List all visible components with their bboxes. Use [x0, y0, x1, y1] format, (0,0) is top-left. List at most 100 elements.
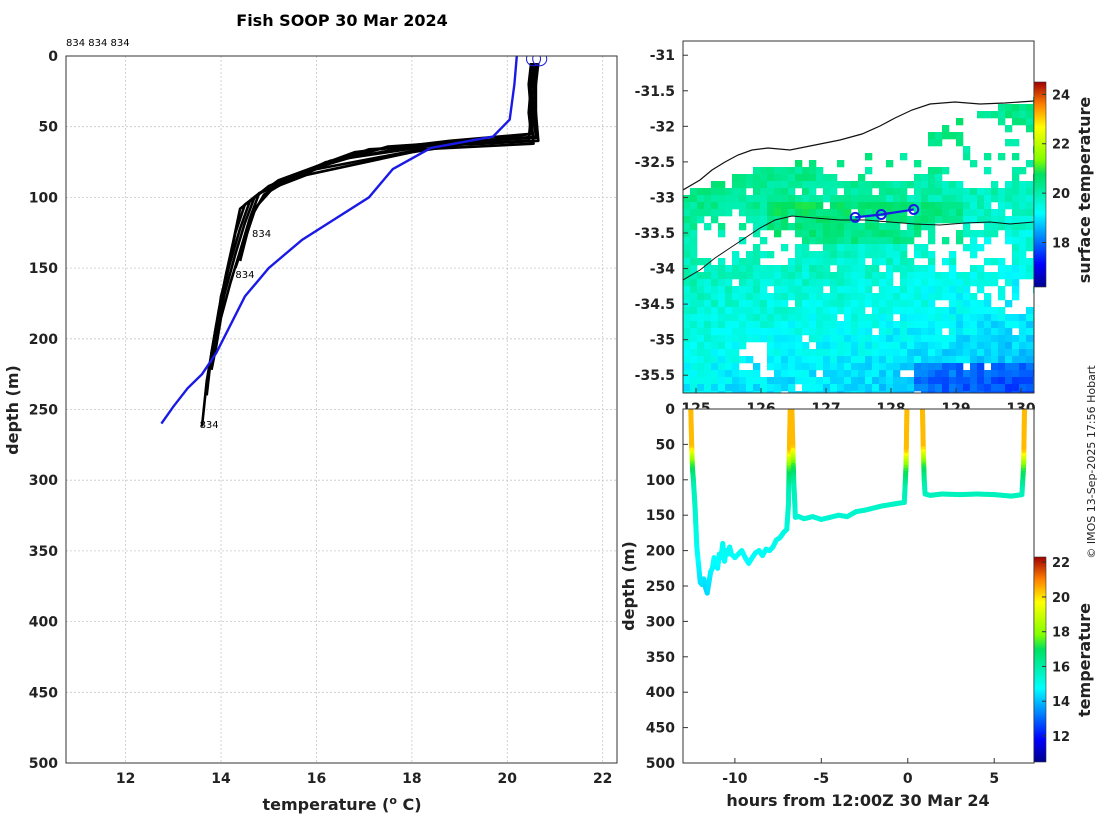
sst-pixel: [844, 321, 852, 329]
sst-pixel: [795, 251, 803, 259]
sst-pixel: [1005, 188, 1013, 196]
sst-pixel: [1012, 391, 1020, 393]
sst-pixel: [725, 335, 733, 343]
sst-pixel: [732, 307, 740, 315]
sst-pixel: [865, 349, 873, 357]
sst-pixel: [886, 202, 894, 210]
sst-pixel: [739, 209, 747, 217]
sst-pixel: [690, 384, 698, 392]
sst-pixel: [886, 328, 894, 336]
sst-pixel: [991, 370, 999, 378]
sst-pixel: [725, 265, 733, 273]
sst-pixel: [718, 356, 726, 364]
sst-pixel: [851, 370, 859, 378]
sst-pixel: [802, 363, 810, 371]
sst-pixel: [865, 209, 873, 217]
sst-pixel: [998, 195, 1006, 203]
sst-pixel: [984, 258, 992, 266]
sst-pixel: [718, 321, 726, 329]
sst-pixel: [914, 160, 922, 168]
sst-pixel: [823, 251, 831, 259]
sst-pixel: [844, 377, 852, 385]
sst-pixel: [739, 181, 747, 189]
sst-pixel: [697, 272, 705, 280]
sst-pixel: [697, 321, 705, 329]
sst-pixel: [683, 342, 691, 350]
sst-pixel: [690, 328, 698, 336]
sst-pixel: [893, 363, 901, 371]
sst-pixel: [767, 356, 775, 364]
sst-pixel: [816, 265, 824, 273]
sst-pixel: [1019, 363, 1027, 371]
sst-pixel: [1019, 265, 1027, 273]
sst-pixel: [914, 321, 922, 329]
sst-pixel: [998, 370, 1006, 378]
sst-pixel: [893, 349, 901, 357]
profile-x-tick-label: 14: [211, 771, 231, 787]
sst-pixel: [900, 321, 908, 329]
sst-pixel: [963, 370, 971, 378]
sst-pixel: [998, 391, 1006, 393]
sst-pixel: [802, 209, 810, 217]
sst-pixel: [1012, 356, 1020, 364]
profile-y-tick-label: 150: [29, 261, 58, 277]
sst-pixel: [844, 363, 852, 371]
temperature-colorbar: [1034, 557, 1046, 762]
sst-pixel: [753, 321, 761, 329]
sst-pixel: [886, 223, 894, 231]
sst-pixel: [802, 223, 810, 231]
sst-pixel: [802, 307, 810, 315]
sst-pixel: [732, 265, 740, 273]
sst-pixel: [844, 251, 852, 259]
sst-pixel: [704, 279, 712, 287]
sst-pixel: [809, 307, 817, 315]
sst-pixel: [928, 293, 936, 301]
sst-pixel: [837, 160, 845, 168]
sst-pixel: [1005, 223, 1013, 231]
sst-pixel: [718, 307, 726, 315]
sst-pixel: [774, 391, 782, 393]
sst-pixel: [872, 314, 880, 322]
sst-pixel: [858, 307, 866, 315]
sst-pixel: [977, 265, 985, 273]
sst-pixel: [795, 223, 803, 231]
sst-pixel: [725, 377, 733, 385]
sst-pixel: [739, 265, 747, 273]
sst-pixel: [872, 342, 880, 350]
sst-pixel: [872, 363, 880, 371]
sst-pixel: [837, 377, 845, 385]
sst-pixel: [732, 356, 740, 364]
sst-pixel: [711, 181, 719, 189]
sst-pixel: [774, 384, 782, 392]
sst-pixel: [928, 195, 936, 203]
sst-pixel: [872, 300, 880, 308]
sst-pixel: [886, 265, 894, 273]
sst-pixel: [991, 349, 999, 357]
sst-pixel: [991, 223, 999, 231]
sst-pixel: [760, 286, 768, 294]
sst-pixel: [823, 321, 831, 329]
sst-pixel: [809, 258, 817, 266]
sst-pixel: [893, 265, 901, 273]
sst-pixel: [935, 293, 943, 301]
sst-pixel: [1012, 370, 1020, 378]
sst-pixel: [935, 307, 943, 315]
sst-pixel: [928, 230, 936, 238]
sst-pixel: [830, 174, 838, 182]
sst-pixel: [795, 286, 803, 294]
sst-pixel: [746, 307, 754, 315]
timeseries-y-axis-label: depth (m): [619, 541, 638, 631]
sst-pixel: [760, 188, 768, 196]
sst-pixel: [921, 272, 929, 280]
sst-pixel: [949, 286, 957, 294]
sst-pixel: [984, 216, 992, 224]
sst-pixel: [830, 300, 838, 308]
sst-pixel: [1019, 258, 1027, 266]
sst-pixel: [788, 188, 796, 196]
sst-pixel: [781, 181, 789, 189]
sst-pixel: [767, 384, 775, 392]
sst-pixel: [1012, 209, 1020, 217]
sst-pixel: [949, 356, 957, 364]
sst-pixel: [914, 293, 922, 301]
sst-pixel: [949, 314, 957, 322]
